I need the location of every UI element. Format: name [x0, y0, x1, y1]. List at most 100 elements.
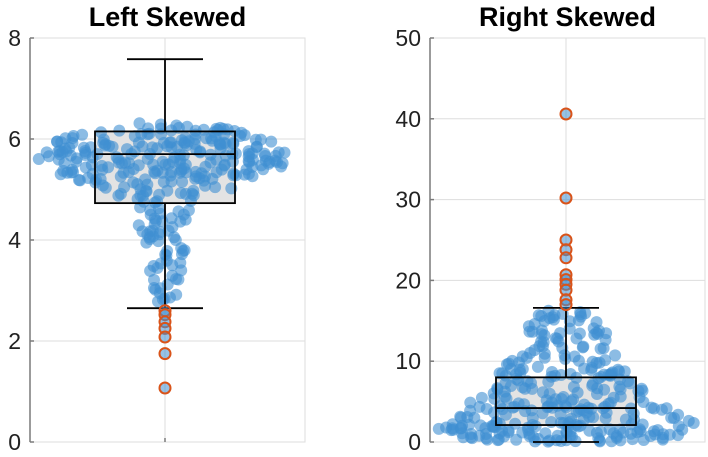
data-point — [156, 166, 169, 179]
data-point — [112, 156, 125, 169]
data-point — [663, 428, 676, 441]
data-point — [618, 365, 631, 378]
data-point — [179, 213, 192, 226]
data-point — [475, 391, 488, 404]
outlier-point — [158, 330, 172, 344]
data-point — [175, 163, 188, 176]
y-tick-label: 4 — [8, 227, 21, 253]
y-tick-label: 20 — [395, 267, 421, 293]
data-point — [574, 308, 587, 321]
data-point — [455, 422, 467, 434]
data-point — [103, 139, 116, 152]
data-point — [135, 128, 148, 140]
data-point — [591, 388, 603, 400]
data-point — [627, 407, 640, 420]
data-point — [572, 404, 585, 417]
data-point — [532, 309, 545, 322]
data-point — [112, 189, 125, 202]
data-point — [548, 369, 561, 382]
data-point — [572, 354, 585, 367]
data-point — [141, 152, 154, 165]
data-point — [40, 146, 53, 159]
data-point — [59, 132, 72, 145]
data-point — [599, 333, 612, 346]
data-point — [175, 264, 188, 277]
data-point — [516, 426, 529, 439]
data-point — [213, 138, 226, 151]
data-point — [148, 212, 161, 225]
data-point — [76, 128, 89, 141]
data-point — [617, 426, 630, 439]
y-tick-label: 10 — [395, 348, 421, 374]
outlier-point — [559, 298, 573, 312]
data-point — [512, 356, 525, 369]
data-point — [77, 141, 90, 154]
y-tick-label: 0 — [8, 429, 21, 455]
data-point — [645, 401, 658, 414]
data-point — [551, 399, 564, 412]
data-point — [175, 242, 188, 255]
data-point — [636, 384, 649, 397]
data-point — [73, 174, 85, 186]
data-point — [190, 143, 203, 156]
data-point — [96, 163, 109, 176]
data-point — [488, 406, 501, 419]
data-point — [599, 354, 612, 367]
data-point — [529, 420, 542, 433]
data-point — [136, 140, 149, 153]
data-point — [166, 269, 179, 282]
data-point — [246, 153, 259, 166]
data-point — [536, 407, 549, 420]
data-point — [117, 166, 130, 179]
data-points — [32, 117, 291, 308]
data-point — [227, 167, 240, 180]
data-point — [687, 417, 700, 429]
data-point — [132, 159, 145, 172]
data-point — [276, 157, 289, 170]
data-point — [151, 262, 164, 274]
y-tick-label: 6 — [8, 126, 21, 152]
data-point — [594, 342, 607, 355]
data-point — [501, 358, 513, 371]
chart-panel-1: 0 2 4 6 8 Left Skewed — [8, 2, 306, 455]
data-point — [563, 315, 576, 328]
outlier-point — [158, 347, 172, 361]
data-point — [254, 133, 267, 146]
y-tick-label: 0 — [408, 429, 421, 455]
data-point — [182, 204, 195, 217]
data-point — [259, 150, 272, 162]
chart-panel-2: 0 10 20 30 40 50 Right Skewed — [395, 2, 706, 455]
data-point — [161, 184, 174, 197]
data-point — [137, 195, 150, 208]
chart-title: Right Skewed — [479, 2, 656, 32]
chart-title: Left Skewed — [89, 2, 247, 32]
data-point — [238, 168, 251, 181]
data-point — [32, 153, 45, 165]
data-point — [536, 340, 549, 353]
outlier-point — [158, 381, 172, 395]
data-point — [432, 422, 445, 435]
data-point — [176, 175, 189, 188]
outlier-point — [559, 107, 573, 121]
data-point — [227, 136, 240, 149]
data-point — [571, 386, 584, 399]
y-tick-label: 2 — [8, 328, 21, 354]
outlier-point — [559, 191, 573, 205]
data-point — [461, 411, 474, 423]
y-tick-label: 30 — [395, 187, 421, 213]
data-point — [493, 367, 506, 380]
data-point — [153, 287, 166, 300]
data-point — [199, 160, 212, 173]
data-point — [121, 143, 133, 156]
outliers — [158, 304, 172, 395]
data-point — [479, 422, 492, 435]
data-point — [547, 313, 560, 326]
data-point — [166, 259, 179, 272]
data-point — [524, 347, 537, 359]
data-point — [672, 408, 685, 421]
data-point — [70, 155, 82, 168]
data-point — [499, 408, 512, 421]
data-point — [118, 181, 131, 194]
data-point — [56, 146, 69, 159]
